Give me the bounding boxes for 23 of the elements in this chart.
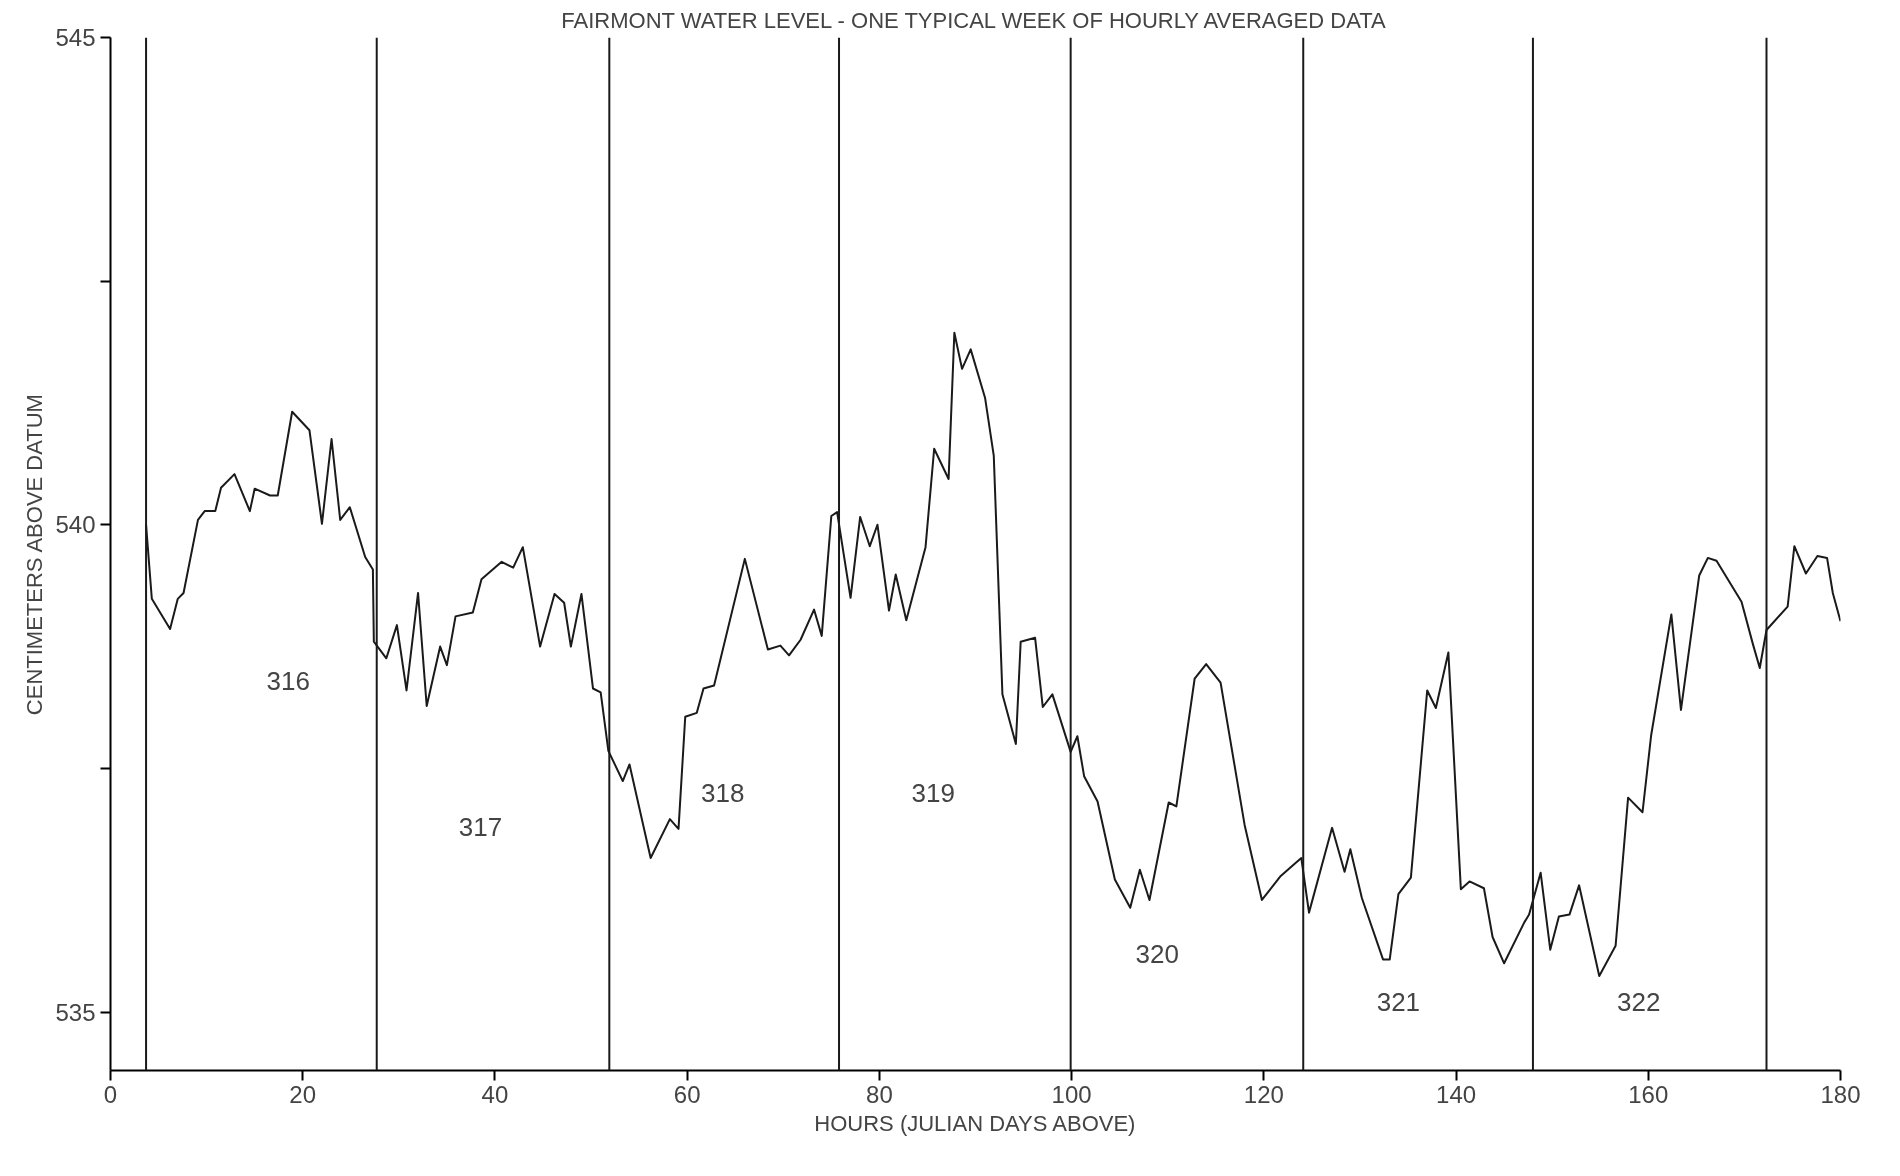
annotation: 317 — [458, 811, 503, 842]
annotation: 319 — [911, 777, 955, 808]
y-tick-label: 545 — [55, 24, 96, 51]
x-tick-label: 80 — [866, 1080, 893, 1108]
x-tick-label: 40 — [481, 1080, 509, 1108]
x-tick-label: 140 — [1436, 1080, 1477, 1108]
annotation: 316 — [266, 665, 311, 696]
y-tick-label: 535 — [55, 998, 96, 1026]
y-tick-label: 540 — [55, 511, 96, 539]
annotation: 321 — [1376, 987, 1421, 1018]
annotation: 320 — [1135, 938, 1179, 969]
x-tick-label: 160 — [1628, 1080, 1669, 1108]
annotation: 318 — [701, 777, 745, 808]
x-tick-label: 20 — [289, 1080, 317, 1108]
x-tick-label: 60 — [673, 1080, 701, 1108]
x-tick-label: 100 — [1051, 1080, 1092, 1108]
x-tick-label: 180 — [1820, 1080, 1861, 1108]
y-axis-title: CENTIMETERS ABOVE DATUM — [22, 394, 48, 716]
x-tick-label: 120 — [1243, 1080, 1284, 1108]
chart-title: FAIRMONT WATER LEVEL - ONE TYPICAL WEEK OF HOURLY AVERAGED DATA — [561, 7, 1386, 33]
x-axis-title: HOURS (JULIAN DAYS ABOVE) — [814, 1110, 1136, 1136]
annotation: 322 — [1616, 987, 1661, 1018]
x-tick-label: 0 — [103, 1080, 118, 1108]
